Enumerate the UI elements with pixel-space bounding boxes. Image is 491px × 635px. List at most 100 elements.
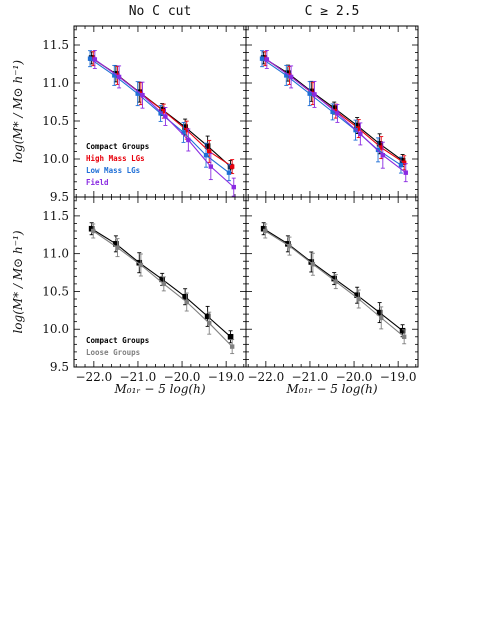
y-tick-label: 9.5: [50, 190, 69, 204]
x-tick-label: −21.0: [120, 370, 157, 384]
panel-frame: [245, 196, 419, 368]
column-title-1: No C cut: [129, 4, 192, 19]
series-loose-groups: [91, 223, 235, 355]
series-field: [264, 49, 408, 183]
data-point: [287, 243, 292, 249]
data-point: [229, 344, 235, 349]
x-tick-label: −20.0: [164, 370, 201, 384]
data-point: [204, 313, 211, 320]
x-tick-label: −19.0: [380, 370, 417, 384]
x-tick-label: −20.0: [336, 370, 373, 384]
data-point: [207, 320, 212, 326]
data-point: [161, 281, 167, 287]
data-point: [356, 126, 361, 131]
data-point: [231, 184, 236, 190]
data-point: [399, 327, 406, 334]
legend-entry: Low Mass LGs: [86, 166, 140, 175]
data-point: [379, 145, 384, 150]
x-tick-label: −19.0: [208, 370, 245, 384]
data-point: [288, 74, 294, 80]
data-point: [376, 141, 383, 147]
data-point: [229, 164, 235, 169]
legend-entry: Compact Groups: [86, 336, 149, 345]
data-point: [333, 108, 339, 114]
y-tick-label: 9.5: [50, 360, 69, 374]
data-point: [158, 111, 163, 116]
data-point: [208, 164, 214, 169]
data-point: [358, 131, 363, 137]
data-point: [88, 225, 95, 232]
data-point: [331, 105, 338, 111]
panel-top-left: 9.5 10.0 10.5 11.0 11.5 Compact Groups High Ma…: [42, 25, 247, 204]
data-point: [91, 228, 96, 234]
data-point: [163, 114, 168, 119]
panel-bottom-left: 9.5 10.0 10.5 11.0 11.5 −22.0 −21.0 −20.0 −19.0 C…: [42, 196, 247, 384]
data-point: [186, 137, 191, 143]
data-point: [401, 334, 407, 339]
y-tick-label: 11.5: [42, 209, 69, 223]
data-point: [182, 293, 188, 300]
x-tick-label: −22.0: [247, 370, 284, 384]
data-point: [112, 73, 117, 78]
panel-bottom-right: −22.0 −21.0 −20.0 −19.0: [245, 196, 419, 384]
data-point: [376, 309, 383, 316]
column-title-2: C ≥ 2.5: [305, 4, 360, 19]
legend-entry: High Mass LGs: [86, 154, 145, 163]
data-point: [138, 262, 144, 268]
series-field: [92, 49, 236, 197]
y-tick-label: 10.0: [42, 152, 69, 166]
data-point: [284, 73, 289, 78]
data-point: [87, 56, 93, 61]
data-point: [354, 292, 360, 299]
y-axis-label-top: log(M* / M⊙ h⁻¹): [11, 60, 25, 163]
data-point: [226, 170, 232, 175]
data-point: [207, 149, 212, 154]
data-point: [335, 111, 340, 116]
data-point: [135, 91, 140, 96]
y-tick-label: 11.0: [42, 76, 69, 90]
data-point: [203, 153, 209, 158]
data-point: [399, 157, 406, 164]
data-point: [310, 262, 316, 267]
data-point: [182, 124, 188, 130]
y-tick-label: 11.0: [42, 247, 69, 261]
data-point: [116, 74, 122, 80]
x-tick-label: −21.0: [292, 370, 329, 384]
x-axis-label-1: M₀₁ᵣ − 5 log(h): [113, 382, 205, 396]
y-tick-label: 10.5: [42, 114, 69, 128]
data-point: [398, 162, 404, 168]
data-point: [403, 170, 408, 175]
data-point: [161, 108, 167, 114]
data-point: [181, 130, 186, 135]
data-point: [375, 147, 381, 153]
data-point: [331, 275, 338, 282]
data-point: [115, 245, 120, 250]
data-point: [307, 91, 312, 96]
data-point: [136, 259, 143, 266]
data-point: [330, 109, 335, 115]
data-point: [379, 315, 384, 321]
panel-top-right: [245, 25, 419, 198]
data-point: [140, 92, 145, 98]
data-point: [401, 160, 407, 165]
legend-entry: Loose Groups: [86, 348, 140, 357]
data-point: [285, 241, 291, 247]
data-point: [285, 70, 291, 76]
series-line: [92, 230, 233, 347]
y-tick-label: 10.0: [42, 322, 69, 336]
series-low-mass-lgs: [87, 50, 232, 182]
data-point: [264, 57, 270, 62]
data-point: [184, 299, 189, 305]
legend-entry: Field: [86, 178, 109, 187]
series-loose-groups: [263, 223, 407, 345]
data-point: [259, 56, 265, 61]
data-point: [380, 153, 386, 158]
data-point: [227, 333, 234, 340]
x-axis-label-2: M₀₁ᵣ − 5 log(h): [285, 382, 377, 396]
data-point: [333, 279, 339, 284]
data-point: [204, 143, 211, 149]
data-point: [113, 241, 119, 247]
x-tick-label: −22.0: [75, 370, 112, 384]
data-point: [356, 296, 361, 302]
